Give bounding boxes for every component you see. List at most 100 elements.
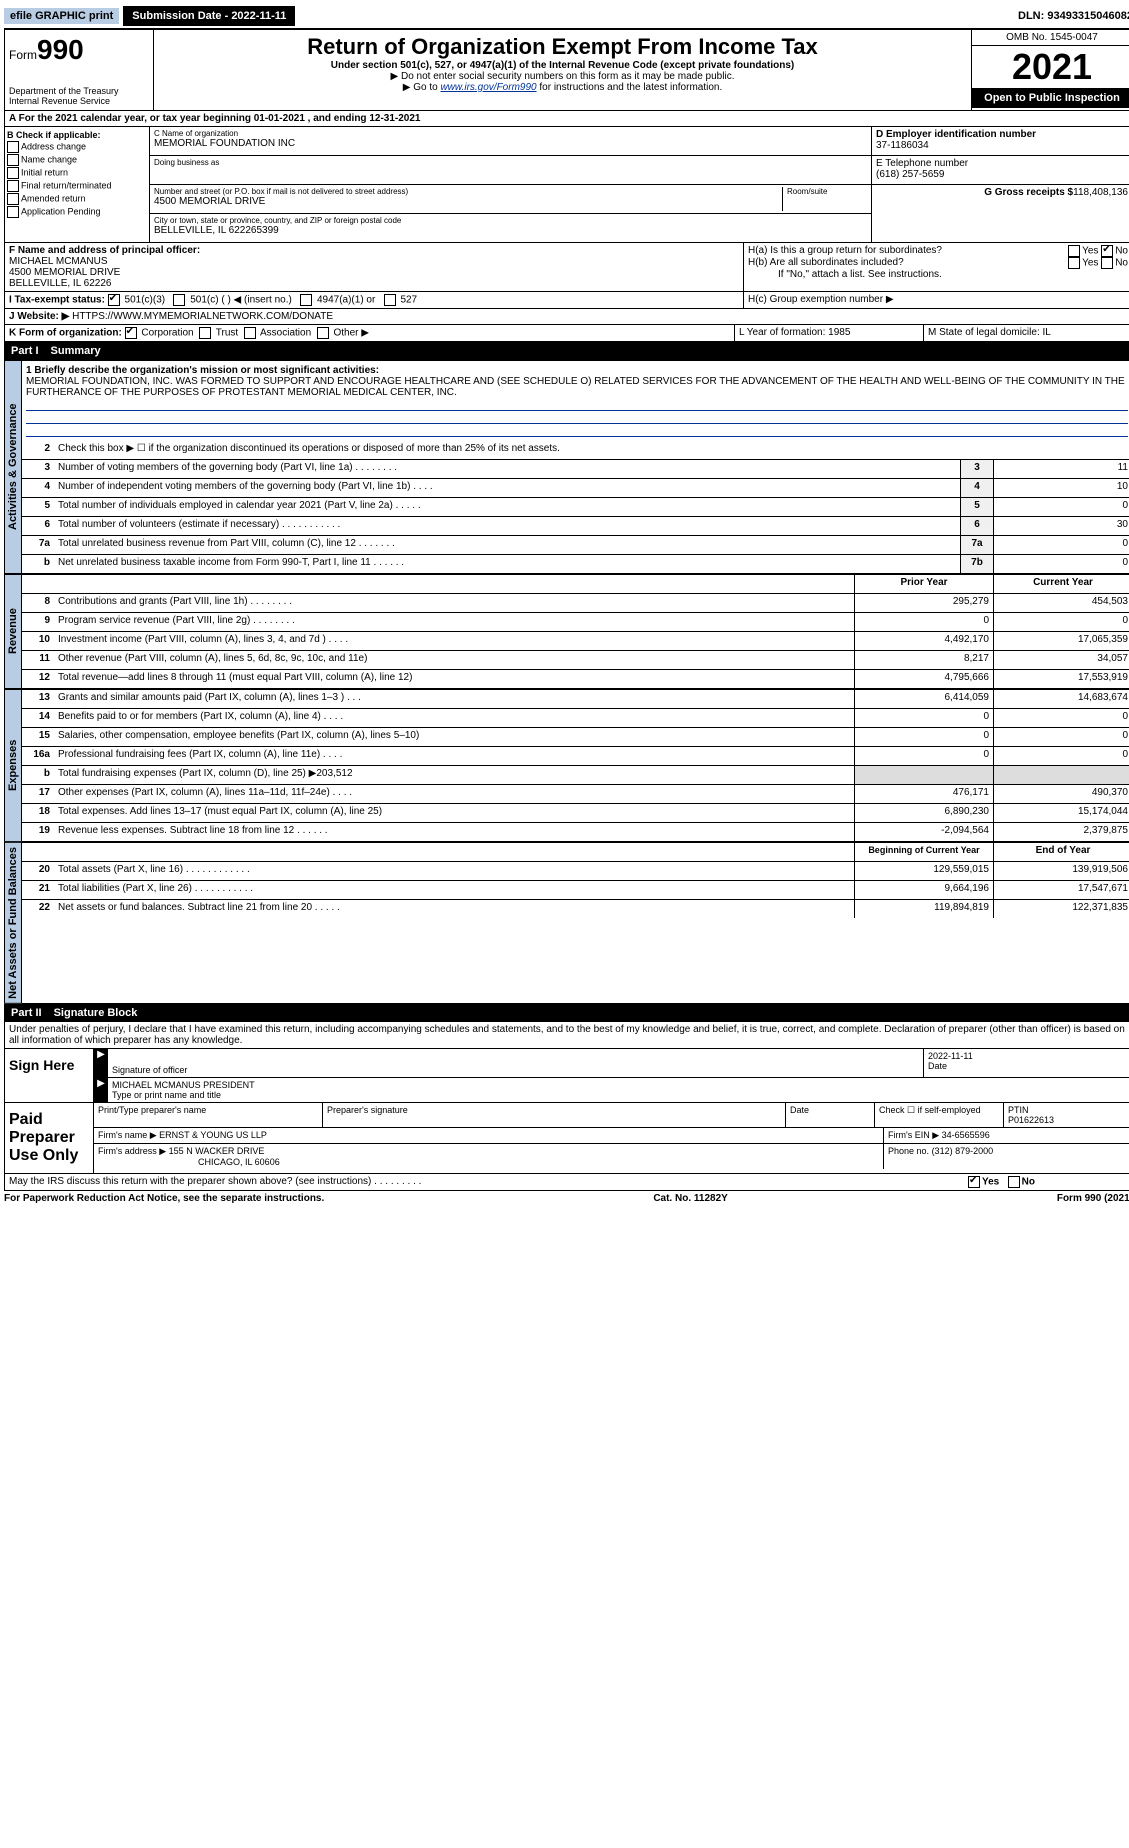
part2-header: Part II Signature Block bbox=[4, 1004, 1129, 1022]
paperwork-notice: For Paperwork Reduction Act Notice, see … bbox=[4, 1193, 324, 1204]
sign-here-block: Sign Here ▶ Signature of officer 2022-11… bbox=[4, 1049, 1129, 1103]
note-website: ▶ Go to www.irs.gov/Form990 for instruct… bbox=[158, 82, 967, 93]
l16a-curr: 0 bbox=[993, 747, 1129, 765]
arrow-icon: ▶ bbox=[94, 1049, 108, 1077]
form-word: Form bbox=[9, 48, 37, 62]
org-name: MEMORIAL FOUNDATION INC bbox=[154, 138, 867, 149]
form-title: Return of Organization Exempt From Incom… bbox=[158, 34, 967, 60]
sign-date: 2022-11-11 bbox=[928, 1051, 1128, 1061]
note-ssn: ▶ Do not enter social security numbers o… bbox=[158, 71, 967, 82]
l20-end: 139,919,506 bbox=[993, 862, 1129, 880]
dln-label: DLN: 93493315046082 bbox=[1018, 10, 1129, 22]
org-city: BELLEVILLE, IL 622265399 bbox=[154, 225, 867, 236]
page-footer: For Paperwork Reduction Act Notice, see … bbox=[4, 1191, 1129, 1206]
l18-curr: 15,174,044 bbox=[993, 804, 1129, 822]
paid-preparer-label: Paid Preparer Use Only bbox=[5, 1103, 94, 1173]
l14-prior: 0 bbox=[854, 709, 993, 727]
sign-here-label: Sign Here bbox=[5, 1049, 94, 1102]
gross-receipts: 118,408,136 bbox=[1073, 187, 1128, 198]
l4-value: 10 bbox=[993, 479, 1129, 497]
l14-curr: 0 bbox=[993, 709, 1129, 727]
l12-curr: 17,553,919 bbox=[993, 670, 1129, 688]
submission-date-btn[interactable]: Submission Date - 2022-11-11 bbox=[123, 6, 295, 26]
mission-text: MEMORIAL FOUNDATION, INC. WAS FORMED TO … bbox=[26, 376, 1128, 398]
col-b-checkboxes: B Check if applicable: Address change Na… bbox=[5, 127, 150, 242]
activities-governance-section: Activities & Governance 1 Briefly descri… bbox=[4, 360, 1129, 574]
l7b-value: 0 bbox=[993, 555, 1129, 573]
form-ref: Form 990 (2021) bbox=[1057, 1193, 1129, 1204]
l3-value: 11 bbox=[993, 460, 1129, 478]
col-c-name-address: C Name of organization MEMORIAL FOUNDATI… bbox=[150, 127, 872, 242]
form-header: Form990 Department of the Treasury Inter… bbox=[4, 29, 1129, 111]
l9-prior: 0 bbox=[854, 613, 993, 631]
form-number: 990 bbox=[37, 34, 84, 65]
discuss-yes-checkbox[interactable] bbox=[968, 1176, 980, 1188]
l8-curr: 454,503 bbox=[993, 594, 1129, 612]
l15-prior: 0 bbox=[854, 728, 993, 746]
col-d-ein-tel: D Employer identification number 37-1186… bbox=[872, 127, 1129, 242]
cat-no: Cat. No. 11282Y bbox=[653, 1193, 727, 1204]
expenses-section: Expenses 13Grants and similar amounts pa… bbox=[4, 689, 1129, 842]
discuss-row: May the IRS discuss this return with the… bbox=[4, 1174, 1129, 1191]
signer-name: MICHAEL MCMANUS PRESIDENT bbox=[112, 1080, 1128, 1090]
netassets-section: Net Assets or Fund Balances Beginning of… bbox=[4, 842, 1129, 1004]
paid-preparer-block: Paid Preparer Use Only Print/Type prepar… bbox=[4, 1103, 1129, 1174]
dept-treasury: Department of the Treasury bbox=[9, 86, 149, 96]
na-vlabel: Net Assets or Fund Balances bbox=[4, 842, 22, 1004]
arrow-icon: ▶ bbox=[94, 1078, 108, 1102]
l16a-prior: 0 bbox=[854, 747, 993, 765]
l13-prior: 6,414,059 bbox=[854, 690, 993, 708]
row-j: J Website: ▶ HTTPS://WWW.MYMEMORIALNETWO… bbox=[4, 309, 1129, 325]
officer-name: MICHAEL MCMANUS bbox=[9, 256, 739, 267]
revenue-section: Revenue Prior YearCurrent Year 8Contribu… bbox=[4, 574, 1129, 689]
open-public-badge: Open to Public Inspection bbox=[972, 88, 1129, 108]
officer-addr1: 4500 MEMORIAL DRIVE bbox=[9, 267, 739, 278]
irs-label: Internal Revenue Service bbox=[9, 96, 149, 106]
l17-curr: 490,370 bbox=[993, 785, 1129, 803]
l20-beg: 129,559,015 bbox=[854, 862, 993, 880]
l13-curr: 14,683,674 bbox=[993, 690, 1129, 708]
part1-header: Part I Summary bbox=[4, 342, 1129, 360]
ag-vlabel: Activities & Governance bbox=[4, 360, 22, 574]
l22-end: 122,371,835 bbox=[993, 900, 1129, 918]
l17-prior: 476,171 bbox=[854, 785, 993, 803]
entity-block: B Check if applicable: Address change Na… bbox=[4, 127, 1129, 243]
ha-no-checkbox[interactable] bbox=[1101, 245, 1113, 257]
irs-link[interactable]: www.irs.gov/Form990 bbox=[440, 82, 536, 93]
l9-curr: 0 bbox=[993, 613, 1129, 631]
corp-checkbox[interactable] bbox=[125, 327, 137, 339]
l7a-value: 0 bbox=[993, 536, 1129, 554]
form-subtitle: Under section 501(c), 527, or 4947(a)(1)… bbox=[158, 60, 967, 71]
l19-prior: -2,094,564 bbox=[854, 823, 993, 841]
l22-beg: 119,894,819 bbox=[854, 900, 993, 918]
penalty-statement: Under penalties of perjury, I declare th… bbox=[4, 1022, 1129, 1049]
telephone-value: (618) 257-5659 bbox=[876, 169, 1128, 180]
firm-addr1: 155 N WACKER DRIVE bbox=[169, 1146, 265, 1156]
website-value: HTTPS://WWW.MYMEMORIALNETWORK.COM/DONATE bbox=[72, 311, 333, 322]
efile-topbar: efile GRAPHIC print Submission Date - 20… bbox=[4, 4, 1129, 29]
state-domicile: M State of legal domicile: IL bbox=[924, 325, 1129, 341]
l15-curr: 0 bbox=[993, 728, 1129, 746]
exp-vlabel: Expenses bbox=[4, 689, 22, 842]
l10-prior: 4,492,170 bbox=[854, 632, 993, 650]
firm-ein: 34-6565596 bbox=[942, 1130, 990, 1140]
efile-label: efile GRAPHIC print bbox=[4, 8, 119, 24]
l21-end: 17,547,671 bbox=[993, 881, 1129, 899]
tax-year: 2021 bbox=[972, 46, 1129, 88]
l12-prior: 4,795,666 bbox=[854, 670, 993, 688]
ptin-value: P01622613 bbox=[1008, 1115, 1054, 1125]
ein-value: 37-1186034 bbox=[876, 140, 1128, 151]
row-a-period: A For the 2021 calendar year, or tax yea… bbox=[4, 111, 1129, 127]
l18-prior: 6,890,230 bbox=[854, 804, 993, 822]
rev-vlabel: Revenue bbox=[4, 574, 22, 689]
officer-addr2: BELLEVILLE, IL 62226 bbox=[9, 278, 739, 289]
l11-prior: 8,217 bbox=[854, 651, 993, 669]
l8-prior: 295,279 bbox=[854, 594, 993, 612]
row-f-h: F Name and address of principal officer:… bbox=[4, 243, 1129, 292]
omb-number: OMB No. 1545-0047 bbox=[972, 30, 1129, 46]
501c3-checkbox[interactable] bbox=[108, 294, 120, 306]
l21-beg: 9,664,196 bbox=[854, 881, 993, 899]
l19-curr: 2,379,875 bbox=[993, 823, 1129, 841]
row-i: I Tax-exempt status: 501(c)(3) 501(c) ( … bbox=[4, 292, 1129, 309]
firm-addr2: CHICAGO, IL 60606 bbox=[198, 1157, 280, 1167]
